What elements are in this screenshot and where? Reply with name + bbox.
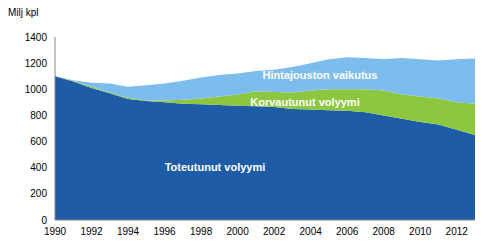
html-text:Toteutunut volyymi: Toteutunut volyymi	[164, 161, 266, 173]
svg-text:0: 0	[41, 215, 47, 226]
svg-text:800: 800	[30, 110, 47, 121]
svg-text:200: 200	[30, 188, 47, 199]
svg-text:1400: 1400	[25, 32, 48, 43]
svg-text:1998: 1998	[190, 226, 213, 237]
svg-text:1992: 1992	[80, 226, 103, 237]
svg-text:1996: 1996	[153, 226, 176, 237]
svg-text:2006: 2006	[336, 226, 359, 237]
svg-text:600: 600	[30, 136, 47, 147]
svg-text:2010: 2010	[409, 226, 432, 237]
svg-text:2000: 2000	[226, 226, 249, 237]
svg-text:2008: 2008	[373, 226, 396, 237]
svg-text:400: 400	[30, 162, 47, 173]
html-text:Hintajouston vaikutus: Hintajouston vaikutus	[262, 69, 378, 81]
svg-text:1990: 1990	[44, 226, 67, 237]
svg-text:2002: 2002	[263, 226, 286, 237]
html-text:Milj kpl: Milj kpl	[8, 7, 39, 18]
svg-text:1000: 1000	[25, 84, 48, 95]
svg-text:1200: 1200	[25, 58, 48, 69]
svg-text:2012: 2012	[446, 226, 469, 237]
svg-text:1994: 1994	[117, 226, 140, 237]
html-text:Korvautunut volyymi: Korvautunut volyymi	[250, 96, 360, 108]
svg-text:2004: 2004	[300, 226, 323, 237]
